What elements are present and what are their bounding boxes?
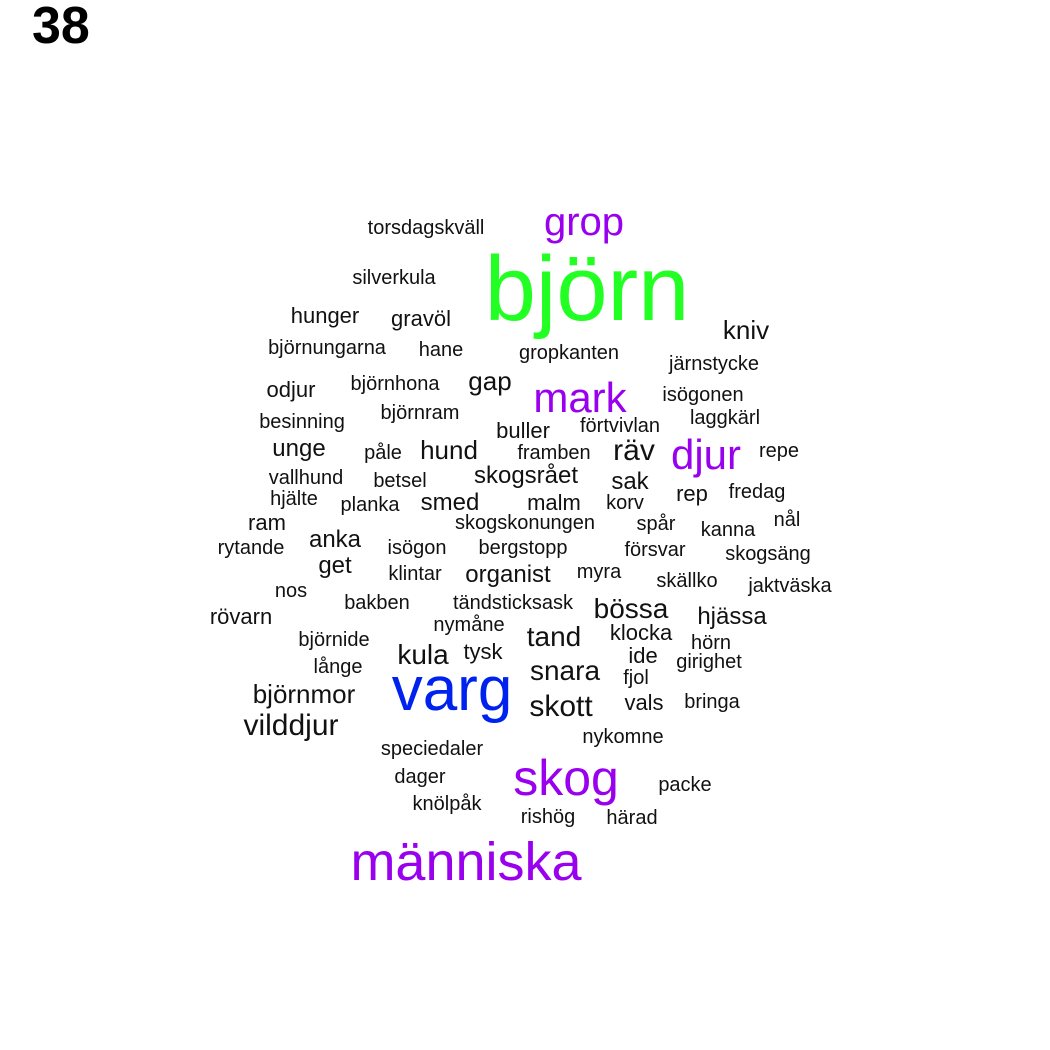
cloud-word: hunger xyxy=(290,303,360,328)
cloud-word: björnhona xyxy=(350,373,440,395)
cloud-word: klintar xyxy=(388,563,442,585)
cloud-word: rishög xyxy=(520,806,576,828)
cloud-word: hjälte xyxy=(270,488,318,510)
cloud-word: besinning xyxy=(259,411,345,433)
cloud-word: klocka xyxy=(609,620,673,645)
cloud-word: fredag xyxy=(728,481,786,503)
cloud-word: grop xyxy=(543,200,625,244)
cloud-word: nos xyxy=(274,580,308,602)
cloud-word: torsdagskväll xyxy=(367,217,485,239)
cloud-word: bergstopp xyxy=(478,537,568,559)
cloud-word: tändsticksask xyxy=(452,592,574,614)
cloud-word: skogskonungen xyxy=(454,512,596,534)
cloud-word: anka xyxy=(308,526,362,553)
cloud-word: räv xyxy=(613,434,655,467)
cloud-word: kniv xyxy=(722,315,770,345)
cloud-word: smed xyxy=(420,489,480,516)
cloud-word: malm xyxy=(527,490,581,515)
cloud-word: järnstycke xyxy=(668,353,760,375)
cloud-word: knölpåk xyxy=(412,793,482,815)
cloud-word: speciedaler xyxy=(380,738,484,760)
cloud-word: unge xyxy=(272,435,326,462)
cloud-word: buller xyxy=(496,418,550,443)
cloud-word: spår xyxy=(636,513,676,535)
cloud-word: framben xyxy=(517,442,591,464)
cloud-word: björnungarna xyxy=(268,337,386,359)
cloud-word: björnide xyxy=(298,629,370,651)
cloud-word: påle xyxy=(364,442,402,464)
cloud-word: packe xyxy=(658,774,712,796)
cloud-word: fjol xyxy=(623,667,649,689)
cloud-word: mark xyxy=(533,374,627,421)
cloud-word: vilddjur xyxy=(243,709,339,742)
cloud-word: långe xyxy=(313,656,363,678)
cloud-word: tysk xyxy=(463,639,503,664)
cloud-word: skogsäng xyxy=(725,543,811,565)
cloud-word: bössa xyxy=(593,593,669,624)
cloud-word: odjur xyxy=(266,377,316,402)
cloud-word: varg xyxy=(391,655,513,724)
cloud-word: hörn xyxy=(690,632,732,654)
cloud-word: silverkula xyxy=(352,267,436,289)
cloud-word: nål xyxy=(773,509,801,531)
cloud-word: kanna xyxy=(700,519,756,541)
cloud-word: skog xyxy=(513,750,619,806)
cloud-word: myra xyxy=(576,561,622,583)
cloud-word: betsel xyxy=(373,470,427,492)
cloud-word: korv xyxy=(606,492,644,514)
cloud-word: skällko xyxy=(656,570,718,592)
cloud-word: sak xyxy=(611,468,649,495)
cloud-word: nykomne xyxy=(582,726,664,748)
cloud-word: gropkanten xyxy=(518,342,620,364)
cloud-word: rep xyxy=(676,481,708,506)
cloud-word: isögonen xyxy=(662,384,744,406)
cloud-word: skogsrået xyxy=(473,462,579,489)
cloud-word: get xyxy=(318,552,352,579)
cloud-word: bakben xyxy=(344,592,410,614)
page-number: 38 xyxy=(32,0,90,55)
cloud-word: girighet xyxy=(676,651,742,673)
cloud-word: isögon xyxy=(387,537,447,559)
cloud-word: rytande xyxy=(217,537,285,559)
cloud-word: rövarn xyxy=(209,604,273,629)
cloud-word: planka xyxy=(340,494,400,516)
cloud-word: gravöl xyxy=(391,306,451,331)
cloud-word: ram xyxy=(248,510,286,535)
cloud-word: jaktväska xyxy=(748,575,832,597)
cloud-word: tand xyxy=(526,621,582,652)
cloud-word: vallhund xyxy=(268,467,344,489)
cloud-word: björnmor xyxy=(252,679,356,709)
cloud-word: kula xyxy=(397,639,449,670)
cloud-word: vals xyxy=(624,690,664,715)
cloud-word: hjässa xyxy=(697,603,767,630)
cloud-word: härad xyxy=(606,807,658,829)
cloud-word: organist xyxy=(465,561,551,588)
cloud-word: ide xyxy=(628,643,658,668)
cloud-word: repe xyxy=(758,440,800,462)
cloud-word: försvar xyxy=(624,539,686,561)
cloud-word: skott xyxy=(529,690,593,723)
cloud-word: förtvivlan xyxy=(579,415,661,437)
cloud-word: björn xyxy=(484,238,690,340)
cloud-word: hane xyxy=(418,339,464,361)
cloud-word: gap xyxy=(468,366,512,396)
cloud-word: björnram xyxy=(380,402,460,424)
cloud-word: människa xyxy=(350,832,582,892)
cloud-word: laggkärl xyxy=(689,407,761,429)
cloud-word: bringa xyxy=(684,691,740,713)
cloud-word: nymåne xyxy=(433,614,505,636)
cloud-word: djur xyxy=(670,431,742,478)
cloud-word: dager xyxy=(394,766,446,788)
cloud-word: snara xyxy=(529,655,601,686)
cloud-word: hund xyxy=(420,435,478,465)
